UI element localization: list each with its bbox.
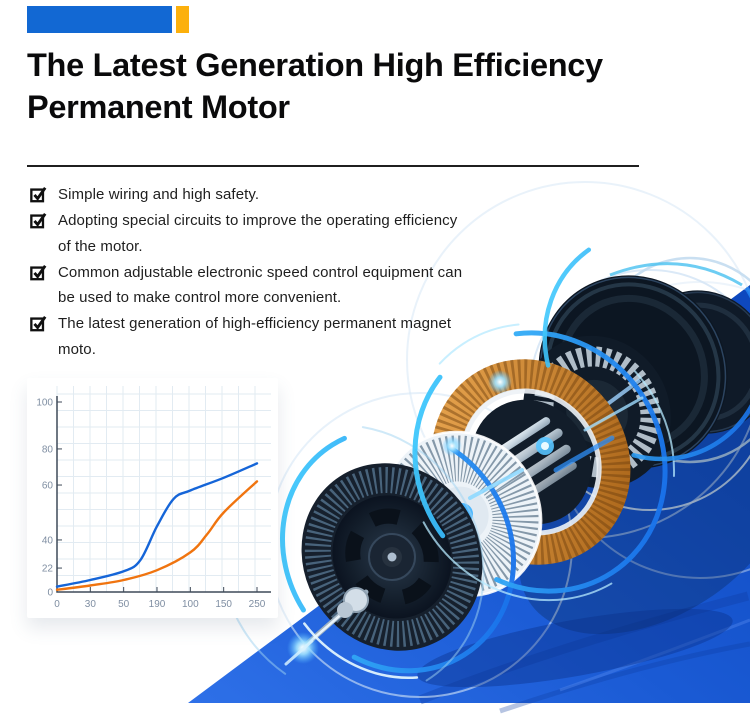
motor-shaft [284, 587, 369, 666]
motor-glow-rings [219, 228, 750, 700]
